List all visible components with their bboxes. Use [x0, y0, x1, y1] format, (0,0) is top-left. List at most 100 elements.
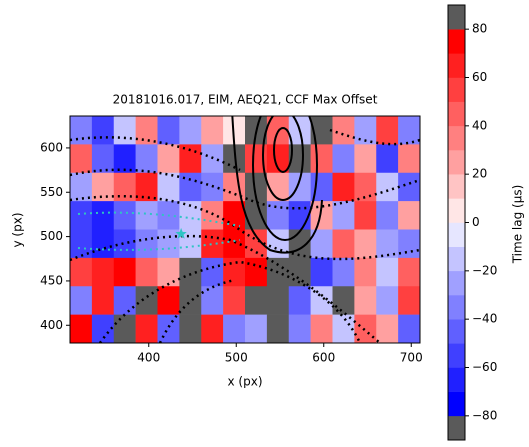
plot-frame — [69, 115, 421, 344]
contour — [70, 168, 420, 210]
heatmap-cell — [266, 172, 290, 202]
heatmap-cell — [398, 144, 421, 174]
colorbar-band — [448, 125, 465, 151]
heatmap-cell — [70, 286, 93, 315]
heatmap-cell — [113, 144, 136, 174]
y-tick-label: 500 — [40, 229, 63, 243]
heatmap-cell — [223, 314, 246, 344]
colorbar-tick-label: −80 — [472, 408, 497, 422]
colorbar-tick-label: 60 — [472, 70, 487, 84]
heatmap-cell — [223, 229, 246, 259]
heatmap-cell — [398, 116, 421, 145]
heatmap-cell — [70, 229, 93, 259]
heatmap-cell — [266, 229, 290, 259]
heatmap-cell — [179, 116, 202, 145]
heatmap-cell — [332, 286, 355, 315]
heatmap-cell — [288, 172, 311, 202]
heatmap-cell — [157, 286, 180, 315]
marker — [175, 227, 187, 239]
x-axis-label: x (px) — [228, 375, 263, 389]
contour — [70, 136, 241, 172]
colorbar-band — [448, 319, 465, 344]
y-tick-label: 400 — [40, 318, 63, 332]
colorbar-band — [448, 246, 465, 272]
heatmap-cell — [179, 286, 202, 315]
contour — [273, 127, 293, 173]
x-tick-label: 400 — [137, 351, 160, 365]
heatmap-cell — [266, 144, 290, 174]
chart-title: 20181016.017, EIM, AEQ21, CCF Max Offset — [113, 93, 378, 107]
heatmap-cell — [70, 201, 93, 230]
colorbar-band — [448, 5, 465, 30]
heatmap-cell — [310, 257, 333, 287]
colorbar-band — [448, 77, 465, 102]
colorbar-band — [448, 29, 465, 54]
heatmap-cell — [376, 201, 399, 230]
heatmap-cell — [201, 314, 224, 344]
heatmap-cell — [157, 314, 180, 344]
heatmap-cell — [376, 172, 399, 202]
x-tick-label: 500 — [225, 351, 248, 365]
heatmap-cell — [310, 314, 333, 344]
heatmap-cell — [91, 116, 115, 145]
heatmap-cell — [223, 286, 246, 315]
heatmap-cell — [135, 172, 158, 202]
colorbar-band — [448, 415, 465, 441]
heatmap-cell — [376, 144, 399, 174]
heatmap-cell — [91, 314, 115, 344]
y-axis-label: y (px) — [11, 213, 25, 248]
heatmap-cell — [376, 229, 399, 259]
heatmap-cell — [113, 314, 136, 344]
heatmap-cell — [113, 201, 136, 230]
heatmap-cell — [201, 257, 224, 287]
contour — [262, 116, 304, 201]
heatmap-cell — [157, 257, 180, 287]
heatmap-cell — [157, 172, 180, 202]
heatmap-cell — [223, 257, 246, 287]
heatmap-cell — [179, 314, 202, 344]
heatmap-cell — [245, 229, 268, 259]
colorbar-tick-label: −40 — [472, 312, 497, 326]
colorbar-tick-label: −60 — [472, 360, 497, 374]
heatmap-cell — [201, 229, 224, 259]
colorbar-band — [448, 150, 465, 175]
heatmap-cell — [245, 144, 268, 174]
heatmap-cell — [70, 314, 93, 344]
heatmap-cell — [179, 144, 202, 174]
heatmap-cell — [179, 172, 202, 202]
colorbar-band — [448, 53, 465, 78]
heatmap-cell — [157, 116, 180, 145]
heatmap-cell — [179, 257, 202, 287]
heatmap-cell — [354, 172, 377, 202]
heatmap-cell — [310, 201, 333, 230]
heatmap-cell — [91, 257, 115, 287]
heatmap-cell — [398, 172, 421, 202]
heatmap-cell — [201, 201, 224, 230]
colorbar-band — [448, 174, 465, 199]
heatmap-cell — [245, 172, 268, 202]
heatmap-cell — [288, 201, 311, 230]
heatmap-cell — [398, 257, 421, 287]
heatmap-cell — [179, 229, 202, 259]
y-tick-label: 550 — [40, 185, 63, 199]
heatmap-cell — [354, 144, 377, 174]
heatmap-cell — [70, 144, 93, 174]
heatmap-cell — [201, 286, 224, 315]
heatmap-cell — [332, 116, 355, 145]
heatmap-cell — [135, 229, 158, 259]
heatmap-cell — [70, 172, 93, 202]
colorbar-band — [448, 222, 465, 247]
y-tick-label: 450 — [40, 273, 63, 287]
heatmap-cell — [91, 201, 115, 230]
heatmap-cell — [70, 116, 93, 145]
colorbar-label: Time lag (μs) — [511, 185, 525, 265]
heatmap-cell — [91, 229, 115, 259]
heatmap-cell — [376, 257, 399, 287]
heatmap-cell — [332, 257, 355, 287]
heatmap-cell — [91, 286, 115, 315]
heatmap-cell — [288, 286, 311, 315]
heatmap-cell — [354, 257, 377, 287]
heatmap-cell — [354, 201, 377, 230]
heatmap-cell — [398, 314, 421, 344]
